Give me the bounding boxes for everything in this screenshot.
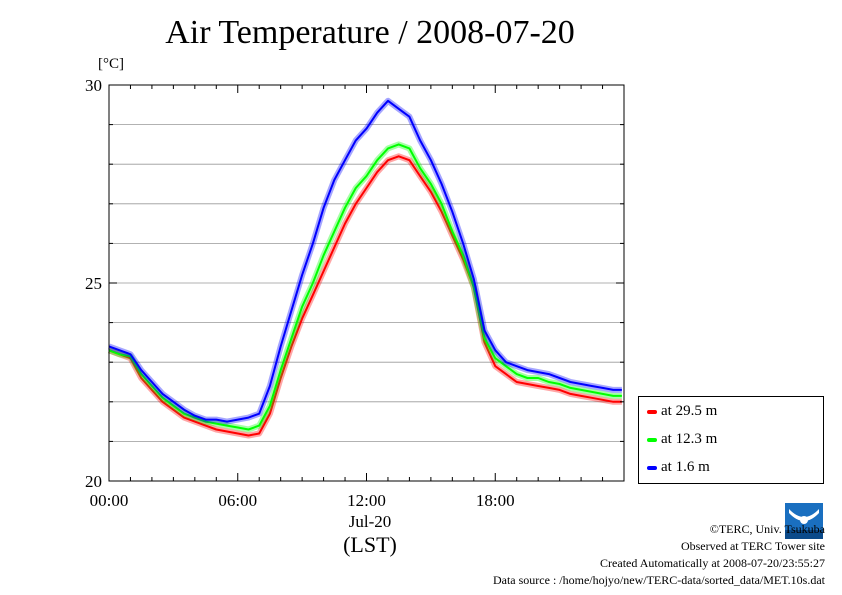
legend-label: at 1.6 m	[661, 459, 710, 475]
footer-copyright: ©TERC, Univ. Tsukuba	[709, 522, 825, 536]
x-tick-label: 18:00	[476, 491, 515, 510]
legend-swatch-red	[647, 409, 657, 414]
y-tick-label: 30	[85, 76, 102, 95]
footer-created: Created Automatically at 2008-07-20/23:5…	[600, 556, 825, 570]
legend-label: at 12.3 m	[661, 431, 718, 447]
x-tick-label: 00:00	[90, 491, 129, 510]
series-line-0	[108, 155, 622, 437]
y-tick-label: 20	[85, 472, 102, 491]
y-axis-unit: [°C]	[98, 56, 124, 72]
series-line-1	[108, 143, 622, 431]
x-tick-label: 06:00	[218, 491, 257, 510]
series-line-2	[108, 99, 622, 423]
legend-swatch-blue	[647, 465, 657, 470]
legend: at 29.5 m at 12.3 m at 1.6 m	[638, 396, 824, 484]
legend-item-1-6m: at 1.6 m	[647, 459, 710, 476]
legend-item-29-5m: at 29.5 m	[647, 403, 717, 420]
series-line-halo-0	[107, 153, 622, 439]
legend-label: at 29.5 m	[661, 403, 718, 419]
legend-item-12-3m: at 12.3 m	[647, 431, 717, 448]
y-tick-label: 25	[85, 274, 102, 293]
x-axis-title: (LST)	[343, 532, 397, 557]
terc-logo-icon	[785, 503, 823, 539]
footer-source: Data source : /home/hojyo/new/TERC-data/…	[492, 573, 825, 587]
legend-swatch-green	[647, 437, 657, 442]
chart-title: Air Temperature / 2008-07-20	[165, 14, 575, 51]
x-tick-label: 12:00	[347, 491, 386, 510]
footer-site: Observed at TERC Tower site	[680, 539, 825, 553]
x-axis-date-label: Jul-20	[348, 512, 392, 531]
